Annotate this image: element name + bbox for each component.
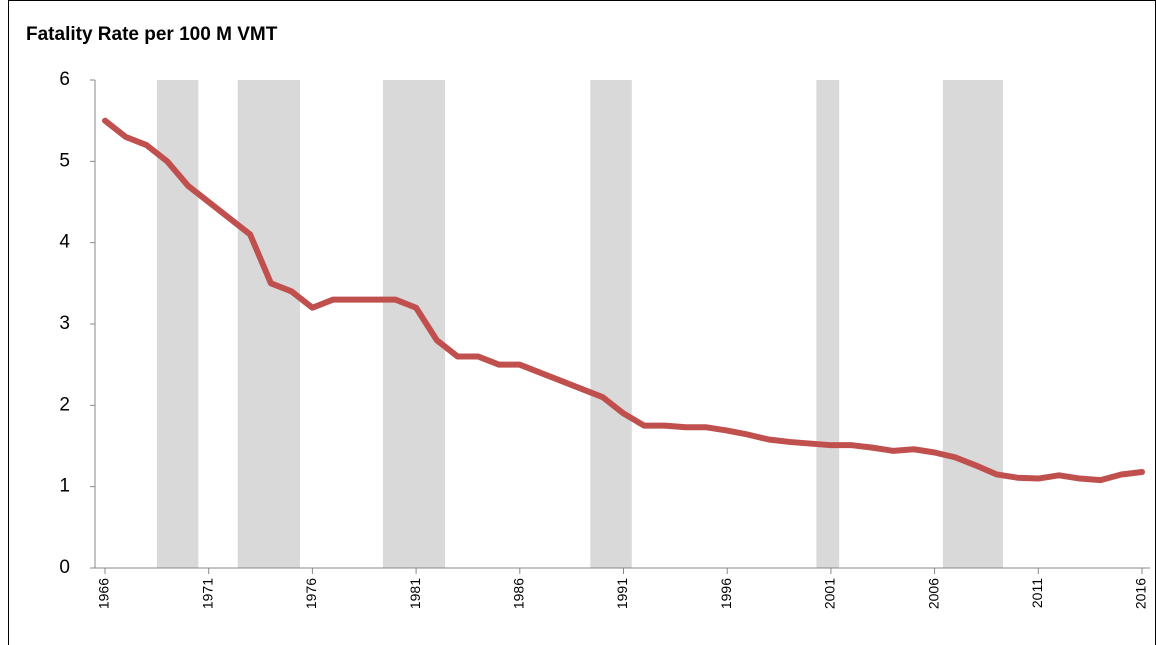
x-tick-label: 1986 bbox=[511, 578, 527, 609]
recession-band bbox=[156, 80, 199, 568]
y-tick-label: 6 bbox=[59, 69, 70, 90]
recession-band bbox=[382, 80, 446, 568]
chart-title: Fatality Rate per 100 M VMT bbox=[26, 24, 278, 45]
y-tick-label: 0 bbox=[59, 557, 70, 578]
x-tick-label: 2016 bbox=[1133, 578, 1149, 609]
x-tick-label: 1981 bbox=[407, 578, 423, 609]
y-tick-label: 1 bbox=[59, 476, 70, 497]
y-tick-label: 5 bbox=[59, 150, 70, 171]
x-tick-label: 2011 bbox=[1029, 578, 1045, 608]
x-tick-label: 1966 bbox=[96, 578, 112, 609]
x-tick-label: 2006 bbox=[925, 578, 941, 609]
recession-band bbox=[237, 80, 300, 568]
recession-band bbox=[942, 80, 1004, 568]
x-tick-label: 1971 bbox=[199, 578, 215, 609]
recession-band bbox=[816, 80, 840, 568]
x-tick-label: 1976 bbox=[303, 578, 319, 609]
recession-band bbox=[590, 80, 632, 568]
y-tick-label: 2 bbox=[59, 394, 70, 415]
y-tick-label: 3 bbox=[59, 313, 70, 334]
x-tick-label: 2001 bbox=[822, 578, 838, 609]
data-line bbox=[102, 117, 1145, 484]
x-tick-label: 1996 bbox=[718, 578, 734, 609]
y-tick-label: 4 bbox=[59, 232, 70, 253]
x-tick-label: 1991 bbox=[614, 578, 630, 609]
